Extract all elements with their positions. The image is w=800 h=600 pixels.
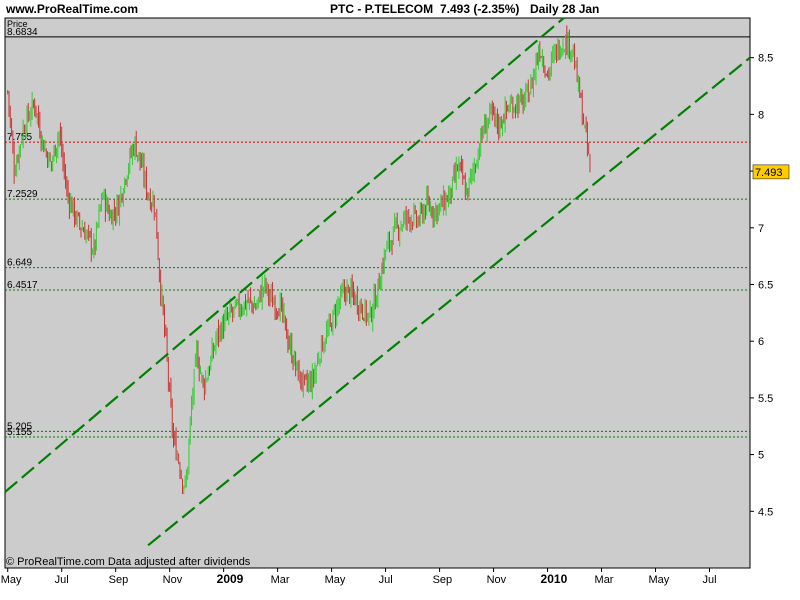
trend-lines — [4, 17, 751, 547]
x-tick-label: May — [1, 574, 22, 586]
x-tick-label: Sep — [433, 574, 453, 586]
x-tick-label: Jul — [379, 574, 393, 586]
y-tick-label: 7 — [758, 223, 764, 235]
level-label: 7.755 — [7, 132, 32, 143]
site-name: www.ProRealTime.com — [6, 2, 139, 16]
x-axis: May Jul Sep Nov 2009 Mar May Jul Sep Nov 2010 Mar Ma… — [1, 568, 717, 586]
x-tick-label: 2009 — [217, 572, 244, 586]
x-tick-label: Mar — [271, 574, 290, 586]
y-tick-label: 6 — [758, 336, 764, 348]
y-tick-label: 8.5 — [758, 53, 773, 65]
y-tick-label: 5.5 — [758, 393, 773, 405]
x-tick-label: Jul — [703, 574, 717, 586]
level-label: 5.155 — [7, 427, 32, 438]
y-axis-title: Price — [7, 19, 28, 29]
x-tick-label: 2010 — [541, 572, 568, 586]
level-label: 6.649 — [7, 258, 32, 269]
y-tick-label: 8 — [758, 109, 764, 121]
x-tick-label: Jul — [55, 574, 69, 586]
candles — [7, 25, 591, 495]
price-change: 7.493 (-2.35%) — [440, 2, 520, 16]
x-tick-label: Sep — [109, 574, 129, 586]
period-label: Daily 28 Jan — [530, 2, 600, 16]
last-price-badge — [752, 164, 790, 180]
footer-note: © ProRealTime.com Data adjusted after di… — [6, 556, 251, 568]
level-label: 5.205 — [7, 421, 32, 432]
y-tick-label: 6.5 — [758, 279, 773, 291]
level-label: 6.4517 — [7, 280, 38, 291]
level-label: 7.2529 — [7, 189, 38, 200]
trend-line — [4, 17, 565, 493]
ticker-label: PTC - P.TELECOM — [330, 2, 434, 16]
y-axis: 4.555.566.577.588.57.493 — [750, 53, 790, 518]
chart-header: www.ProRealTime.com PTC - P.TELECOM 7.49… — [0, 0, 800, 18]
x-tick-label: Nov — [163, 574, 183, 586]
y-tick-label: 4.5 — [758, 506, 773, 518]
level-label: 8.6834 — [7, 27, 38, 38]
x-tick-label: May — [325, 574, 346, 586]
y-tick-label: 5 — [758, 450, 764, 462]
x-tick-label: Nov — [487, 574, 507, 586]
x-tick-label: May — [649, 574, 670, 586]
last-price-label: 7.493 — [755, 167, 783, 179]
x-tick-label: Mar — [595, 574, 614, 586]
trend-line — [147, 56, 751, 547]
